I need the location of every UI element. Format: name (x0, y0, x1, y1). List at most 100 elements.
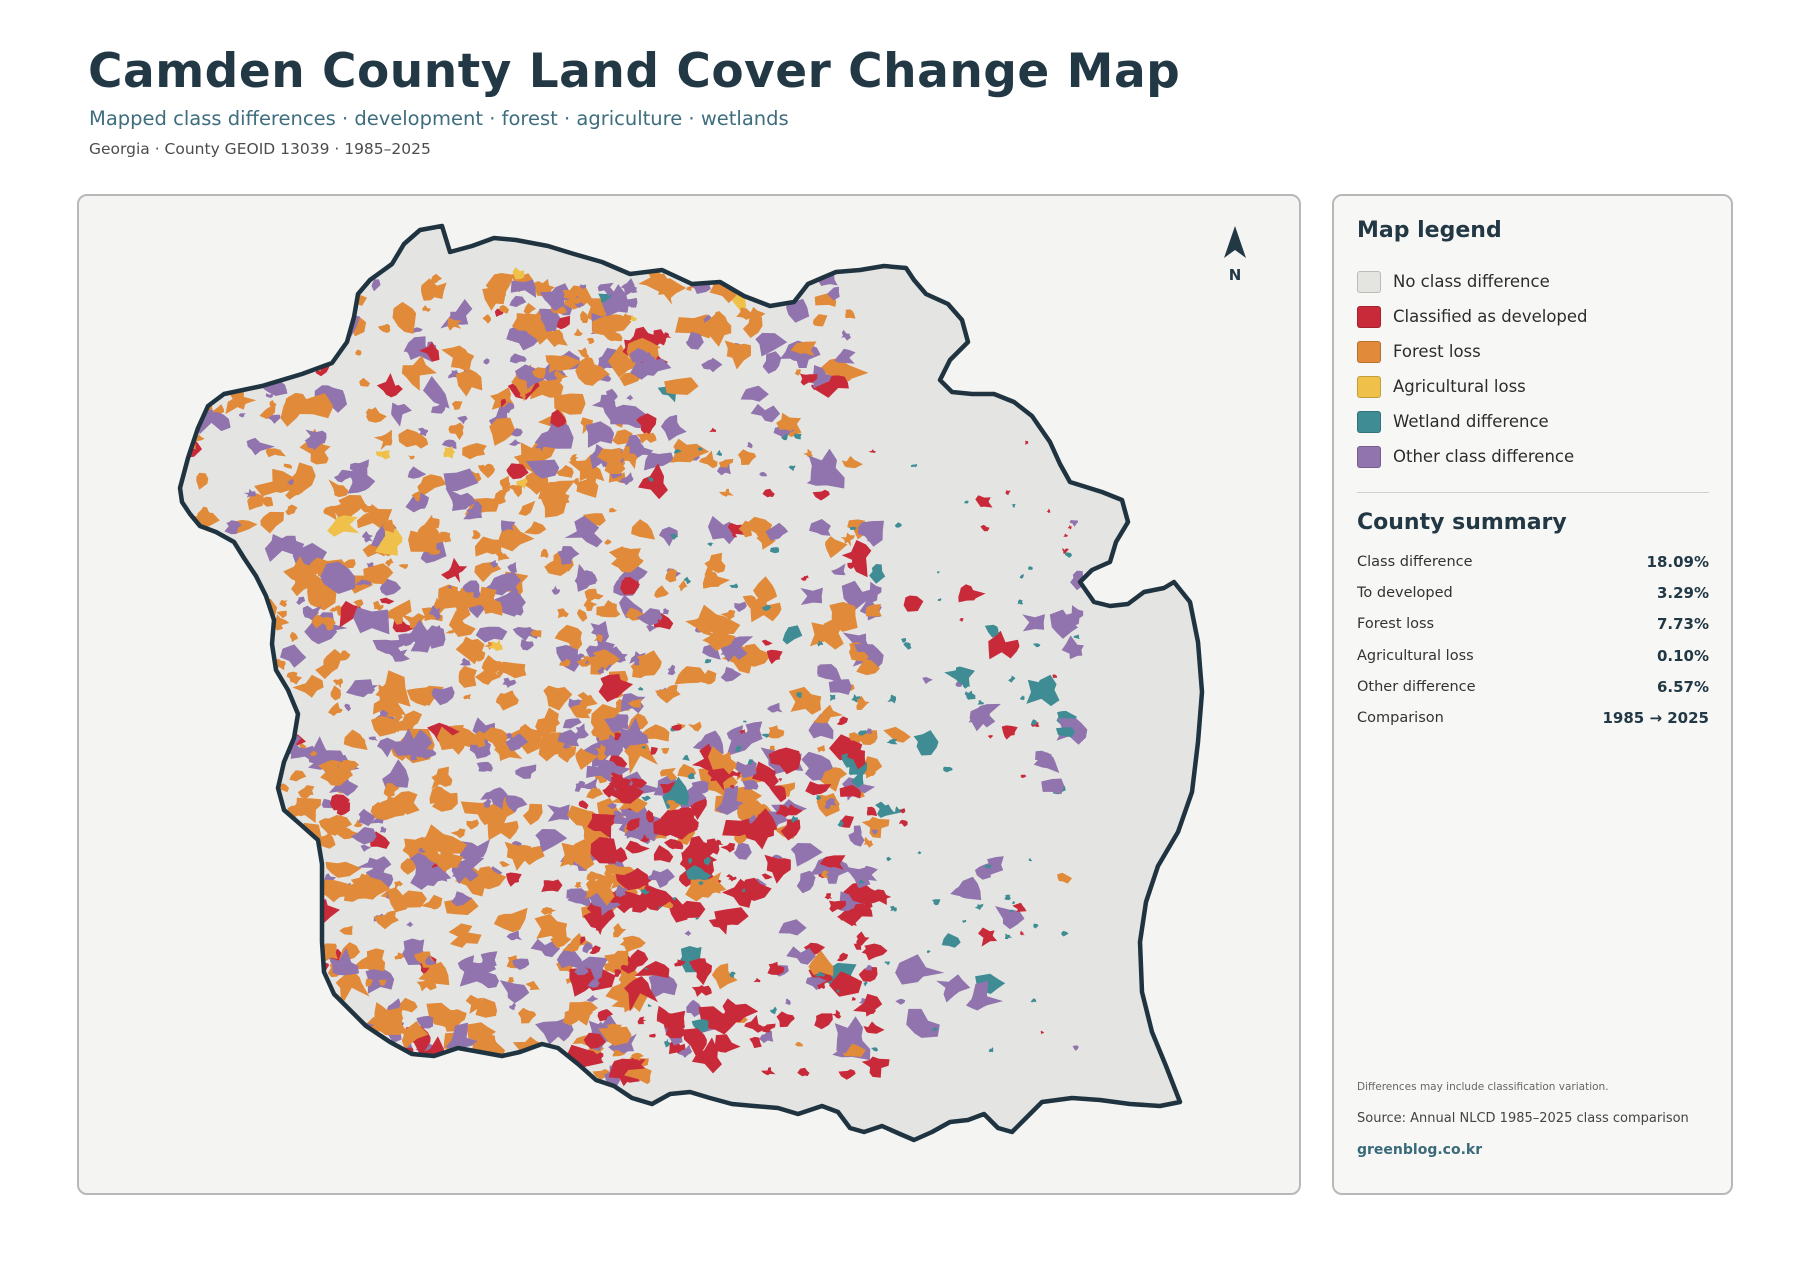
developed-patch (761, 639, 773, 646)
forest-loss-patch (290, 296, 313, 317)
forest-loss-patch (373, 600, 384, 611)
developed-patch (1011, 503, 1016, 508)
forest-loss-patch (203, 736, 211, 745)
other-difference-patch (451, 891, 472, 907)
wetland-patch (734, 745, 743, 753)
developed-patch (691, 960, 713, 986)
other-difference-patch (629, 347, 656, 364)
developed-patch (893, 806, 904, 814)
forest-loss-patch (458, 665, 477, 688)
forest-loss-patch (325, 861, 362, 878)
wetland-patch (670, 727, 675, 732)
developed-patch (841, 540, 872, 578)
other-difference-patch (541, 314, 559, 324)
developed-patch (751, 761, 779, 790)
forest-loss-patch (299, 915, 307, 926)
forest-loss-patch (353, 599, 364, 608)
wetland-patch (817, 640, 824, 647)
forest-loss-patch (458, 733, 477, 746)
other-difference-patch (646, 625, 657, 632)
forest-loss-patch (431, 766, 453, 790)
other-difference-patch (630, 286, 638, 293)
forest-loss-patch (302, 1005, 319, 1018)
forest-loss-patch (455, 370, 477, 397)
developed-patch (714, 1034, 741, 1053)
forest-loss-patch (323, 879, 361, 903)
forest-loss-patch (208, 686, 217, 698)
forest-loss-patch (450, 828, 466, 839)
forest-loss-patch (700, 310, 729, 347)
other-difference-patch (841, 329, 852, 341)
forest-loss-patch (624, 738, 658, 775)
other-difference-patch (808, 713, 834, 740)
forest-loss-patch (613, 923, 627, 938)
other-difference-patch (580, 284, 587, 289)
other-difference-patch (512, 958, 530, 970)
other-difference-patch (852, 644, 884, 671)
forest-loss-patch (365, 408, 377, 418)
wetland-patch (698, 447, 703, 451)
forest-loss-patch (535, 707, 561, 738)
developed-patch (614, 778, 632, 790)
developed-patch (590, 837, 617, 864)
developed-patch (727, 522, 745, 535)
other-difference-patch (476, 761, 493, 772)
forest-loss-patch (250, 278, 261, 285)
forest-loss-patch (662, 901, 674, 909)
other-difference-patch (423, 376, 450, 409)
forest-loss-patch (365, 978, 373, 987)
other-difference-patch (566, 889, 584, 900)
forest-loss-patch (431, 273, 443, 284)
wetland-patch (859, 879, 865, 884)
other-difference-patch (692, 730, 724, 754)
forest-loss-patch (385, 791, 420, 815)
other-difference-patch (246, 437, 276, 456)
forest-loss-patch (288, 305, 311, 327)
forest-loss-patch (297, 785, 315, 800)
other-difference-patch (238, 413, 246, 418)
forest-loss-patch (596, 603, 618, 617)
forest-loss-patch (373, 429, 393, 451)
forest-loss-patch (398, 564, 409, 570)
forest-loss-patch (530, 377, 564, 400)
developed-patch (819, 855, 846, 870)
forest-loss-patch (499, 475, 511, 495)
forest-loss-patch (283, 463, 292, 469)
wetland-patch (1004, 894, 1011, 901)
county-map[interactable] (79, 196, 1301, 1195)
wetland-patch (640, 888, 651, 895)
developed-patch (637, 1016, 647, 1025)
developed-patch (691, 985, 712, 997)
forest-loss-patch (260, 511, 284, 534)
forest-loss-patch (392, 301, 417, 334)
developed-patch (865, 1004, 876, 1017)
other-difference-patch (746, 441, 753, 449)
other-difference-patch (391, 402, 412, 427)
developed-patch (691, 1037, 722, 1074)
forest-loss-patch (393, 1051, 409, 1070)
forest-loss-patch (586, 787, 604, 799)
other-difference-patch (658, 526, 678, 547)
other-difference-patch (501, 520, 516, 532)
other-difference-patch (834, 1016, 864, 1054)
forest-loss-patch (303, 358, 315, 368)
other-difference-patch (762, 351, 782, 374)
other-difference-patch (574, 302, 585, 308)
developed-patch (769, 547, 780, 554)
developed-patch (729, 583, 739, 589)
forest-loss-patch (210, 544, 240, 571)
other-difference-patch (509, 353, 527, 364)
developed-patch (767, 961, 785, 975)
wetland-patch (899, 808, 906, 814)
other-difference-patch (755, 332, 788, 357)
summary-heading: County summary (1357, 510, 1567, 535)
forest-loss-patch (475, 650, 486, 662)
wetland-patch (741, 888, 746, 893)
wetland-patch (770, 1006, 778, 1015)
forest-loss-patch (734, 834, 747, 845)
map-panel[interactable] (77, 194, 1301, 1195)
forest-loss-patch (471, 730, 486, 748)
forest-loss-patch (437, 726, 465, 755)
other-difference-patch (508, 439, 522, 446)
forest-loss-patch (203, 379, 221, 394)
